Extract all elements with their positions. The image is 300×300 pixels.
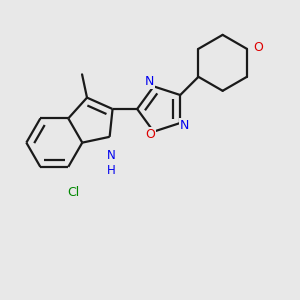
Text: O: O xyxy=(253,41,263,54)
Text: O: O xyxy=(146,128,156,141)
Text: N
H: N H xyxy=(107,148,116,177)
Text: Cl: Cl xyxy=(68,186,80,199)
Text: N: N xyxy=(145,76,154,88)
Text: N: N xyxy=(180,119,189,132)
